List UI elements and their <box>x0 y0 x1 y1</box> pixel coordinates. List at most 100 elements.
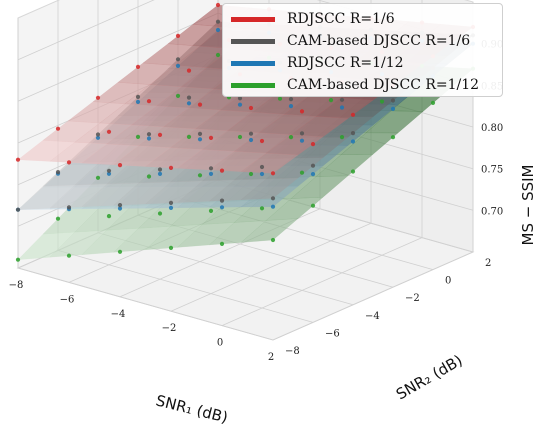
surface-patch <box>315 154 374 177</box>
data-point <box>168 245 174 250</box>
data-point <box>66 205 72 210</box>
legend-swatch <box>231 60 275 66</box>
data-point <box>186 101 192 106</box>
data-point <box>135 94 141 99</box>
data-point <box>186 134 192 139</box>
data-point <box>270 237 276 243</box>
data-point <box>66 160 72 165</box>
data-point <box>135 99 141 104</box>
data-point <box>259 138 265 144</box>
data-point <box>175 63 181 68</box>
grid-line <box>221 237 423 326</box>
data-point <box>339 97 345 102</box>
data-point <box>379 99 385 104</box>
data-point <box>15 157 21 162</box>
data-point <box>310 163 316 168</box>
x-axis-label: SNR₁ (dB) <box>154 391 230 426</box>
data-point <box>350 169 356 174</box>
data-point <box>175 57 181 62</box>
data-point <box>117 163 123 168</box>
z-tick-label: 0.70 <box>481 206 503 217</box>
grid-line <box>57 250 314 323</box>
data-point <box>157 167 163 172</box>
data-point <box>157 211 163 216</box>
data-point <box>237 102 243 107</box>
data-point <box>339 105 345 110</box>
data-point <box>350 131 356 136</box>
grid-line <box>17 0 155 61</box>
data-point <box>157 132 163 137</box>
data-point <box>328 98 334 103</box>
legend-entry: CAM-based DJSCC R=1/6 <box>231 30 470 52</box>
data-point <box>95 132 101 137</box>
x-tick-label: 2 <box>268 352 274 363</box>
y-tick-label: 2 <box>485 258 491 269</box>
surface-patch <box>240 218 299 243</box>
x-tick-label: −4 <box>111 309 126 320</box>
data-point <box>66 253 72 258</box>
data-point <box>237 96 243 101</box>
data-point <box>390 98 396 103</box>
z-axis-label: MS − SSIM <box>519 165 537 246</box>
data-point <box>197 137 203 142</box>
y-tick-label: −6 <box>325 328 340 339</box>
data-point <box>197 173 203 178</box>
data-point <box>186 68 192 73</box>
data-point <box>15 207 21 212</box>
grid-line <box>272 251 474 341</box>
data-point <box>106 171 112 176</box>
data-point <box>55 170 61 175</box>
data-point <box>310 142 316 147</box>
data-point <box>15 257 21 262</box>
data-point <box>106 214 112 219</box>
legend: RDJSCC R=1/6 CAM-based DJSCC R=1/6 RDJSC… <box>222 3 503 97</box>
data-point <box>186 95 192 100</box>
legend-swatch <box>231 82 275 88</box>
legend-entry: RDJSCC R=1/6 <box>231 8 395 30</box>
legend-entry: RDJSCC R=1/12 <box>231 52 404 74</box>
legend-entry: CAM-based DJSCC R=1/12 <box>231 74 479 96</box>
x-tick-label: −8 <box>9 280 24 291</box>
data-point <box>248 105 254 111</box>
surface-patch <box>240 177 299 201</box>
data-point <box>168 165 174 170</box>
data-point <box>270 204 276 209</box>
data-point <box>146 136 152 141</box>
y-tick-label: 0 <box>445 276 451 287</box>
data-point <box>95 95 101 100</box>
data-point <box>95 135 101 140</box>
data-point <box>215 27 221 33</box>
data-point <box>219 168 225 173</box>
data-point <box>259 171 265 177</box>
data-point <box>259 164 265 170</box>
legend-label: RDJSCC R=1/6 <box>287 11 395 27</box>
data-point <box>288 97 294 102</box>
data-point <box>270 171 276 176</box>
data-point <box>288 135 294 140</box>
data-point <box>299 170 305 175</box>
data-point <box>350 139 356 144</box>
data-point <box>208 208 214 213</box>
data-point <box>168 205 174 210</box>
data-point <box>390 135 396 140</box>
data-point <box>288 104 294 109</box>
data-point <box>430 100 436 105</box>
data-point <box>299 131 305 136</box>
data-point <box>55 216 61 221</box>
data-point <box>197 102 203 107</box>
grid-line <box>170 222 372 312</box>
data-point <box>390 106 396 111</box>
z-tick-label: 0.75 <box>481 165 503 176</box>
data-point <box>117 249 123 254</box>
y-tick-label: −4 <box>365 311 380 322</box>
data-point <box>215 2 221 8</box>
data-point <box>168 200 174 205</box>
data-point <box>310 203 316 208</box>
data-point <box>270 196 276 201</box>
data-point <box>248 131 254 136</box>
data-point <box>117 203 123 208</box>
legend-swatch <box>231 16 275 22</box>
data-point <box>117 206 123 211</box>
surface-patch <box>265 134 324 156</box>
